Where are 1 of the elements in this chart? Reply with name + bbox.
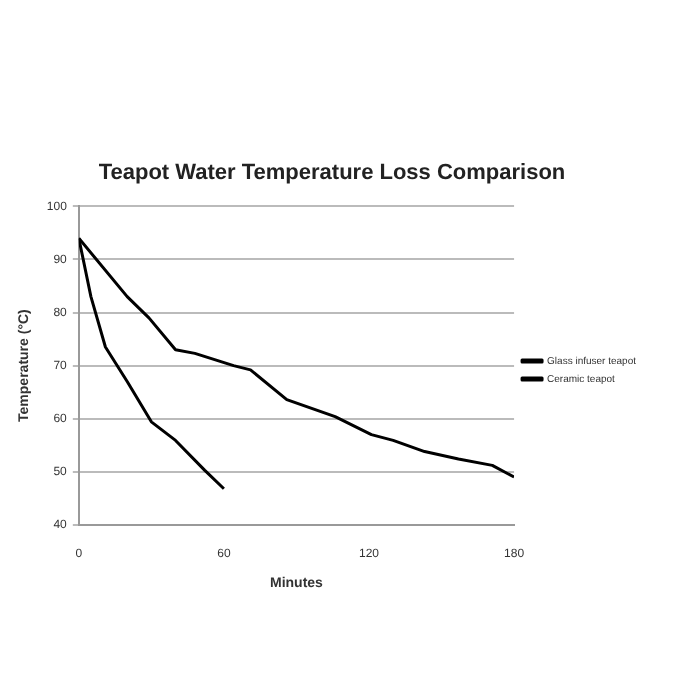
chart-title: Teapot Water Temperature Loss Comparison (98, 161, 566, 186)
